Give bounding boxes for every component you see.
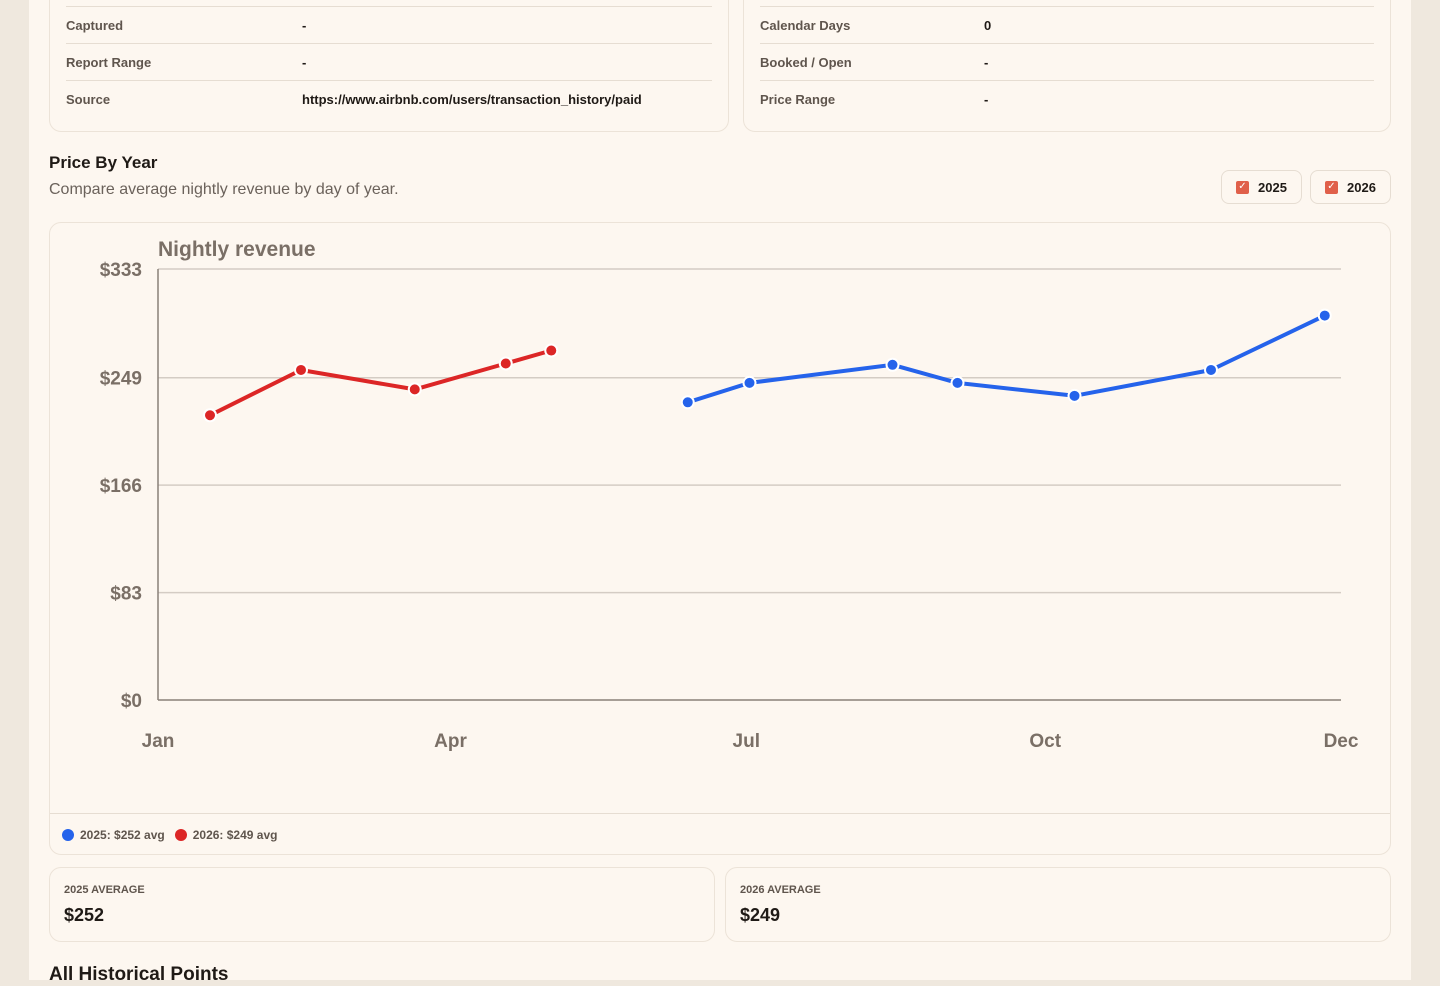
info-value: -: [302, 54, 307, 70]
data-point-2025: [950, 375, 965, 390]
info-value: -: [984, 91, 989, 107]
price-by-year-chart: Nightly revenue $333 $249 $166 $83 $0 Jan Apr Ju…: [49, 222, 1391, 855]
data-point-2025: [1067, 388, 1082, 403]
average-card-2026: 2026 AVERAGE $249: [725, 867, 1391, 942]
data-point-2026: [407, 382, 422, 397]
data-point-2025: [1204, 362, 1218, 377]
y-tick-label: $0: [121, 691, 142, 712]
average-card-2025: 2025 AVERAGE $252: [49, 867, 715, 942]
info-label: Booked / Open: [760, 54, 852, 70]
x-tick-label: Oct: [1029, 731, 1061, 752]
historical-points-title: All Historical Points: [49, 964, 229, 985]
x-tick-label: Dec: [1324, 731, 1359, 752]
x-tick-label: Jul: [733, 731, 760, 752]
info-label: Price Range: [760, 91, 836, 107]
legend-label: 2026: $249 avg: [192, 827, 278, 842]
y-tick-label: $249: [100, 369, 142, 390]
info-value: -: [302, 17, 307, 33]
checkbox-checked-icon[interactable]: ✓: [1236, 180, 1249, 194]
toggle-2026[interactable]: ✓ 2026: [1310, 170, 1391, 204]
legend-item-2025: 2025: $252 avg: [62, 828, 165, 842]
checkbox-checked-icon[interactable]: ✓: [1325, 180, 1338, 194]
toggle-label: 2025: [1258, 179, 1287, 195]
section-title: Price By Year: [49, 153, 158, 172]
x-tick-label: Jan: [142, 731, 175, 752]
data-point-2026: [498, 356, 513, 371]
y-tick-label: $166: [100, 476, 142, 497]
average-value: $249: [740, 905, 781, 925]
info-row-source: Source https://www.airbnb.com/users/tran…: [66, 80, 712, 117]
series-line-2025: [685, 313, 1327, 405]
data-point-2025: [1317, 308, 1332, 323]
info-label: Calendar Days: [760, 17, 851, 33]
x-tick-label: Apr: [434, 731, 467, 752]
y-tick-label: $83: [110, 584, 142, 605]
chart-legend: 2025: $252 avg 2026: $249 avg: [50, 813, 1390, 855]
chart-title: Nightly revenue: [158, 238, 316, 261]
legend-dot-icon: [174, 828, 187, 841]
info-row-captured: Captured -: [66, 6, 712, 43]
info-value: 0: [984, 17, 992, 33]
info-row-calendar-days: Calendar Days 0: [760, 6, 1374, 43]
report-info-card: Captured - Report Range - Source https:/…: [49, 0, 729, 132]
info-row-report-range: Report Range -: [66, 43, 712, 80]
average-label: 2025 AVERAGE: [64, 884, 145, 896]
info-label: Source: [66, 91, 111, 107]
info-row-price-range: Price Range -: [760, 80, 1374, 117]
data-point-2026: [544, 343, 559, 358]
legend-dot-icon: [62, 828, 74, 841]
info-label: Report Range: [66, 54, 152, 70]
y-tick-label: $333: [100, 260, 142, 281]
toggle-label: 2026: [1347, 179, 1376, 195]
data-point-2025: [885, 357, 900, 372]
calendar-info-card: Calendar Days 0 Booked / Open - Price Ra…: [743, 0, 1391, 132]
data-point-2025: [742, 375, 757, 390]
data-point-2026: [203, 408, 217, 423]
page: Captured - Report Range - Source https:/…: [29, 0, 1411, 985]
legend-label: 2025: $252 avg: [80, 827, 165, 842]
toggle-2025[interactable]: ✓ 2025: [1221, 170, 1302, 204]
info-row-booked-open: Booked / Open -: [760, 43, 1374, 80]
info-label: Captured: [66, 17, 124, 33]
average-label: 2026 AVERAGE: [740, 884, 821, 896]
average-value: $252: [64, 905, 105, 925]
data-point-2025: [680, 395, 695, 410]
source-link[interactable]: https://www.airbnb.com/users/transaction…: [302, 91, 642, 107]
data-point-2026: [294, 362, 308, 377]
section-subtitle: Compare average nightly revenue by day o…: [49, 181, 399, 198]
legend-item-2026: 2026: $249 avg: [174, 827, 278, 842]
info-value: -: [984, 54, 989, 70]
